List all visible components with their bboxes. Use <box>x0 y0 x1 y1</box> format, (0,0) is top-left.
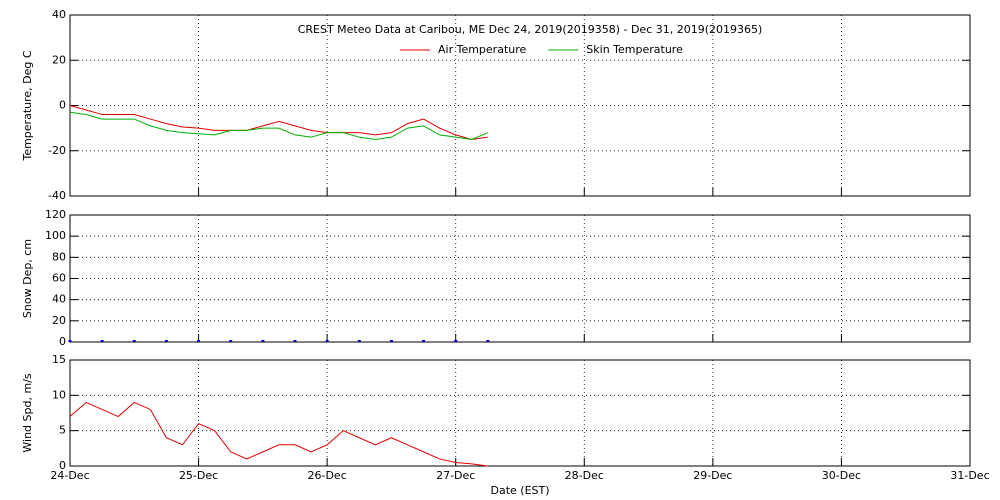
x-tick-label: 31-Dec <box>950 469 989 482</box>
data-point <box>261 340 265 342</box>
data-point <box>454 340 458 342</box>
data-point <box>197 340 201 342</box>
y-tick-label: 10 <box>52 388 66 401</box>
chart-title: CREST Meteo Data at Caribou, ME Dec 24, … <box>298 23 763 36</box>
x-tick-label: 30-Dec <box>822 469 861 482</box>
data-point <box>293 340 297 342</box>
y-tick-label: 120 <box>45 208 66 221</box>
x-tick-label: 25-Dec <box>179 469 218 482</box>
x-axis-label: Date (EST) <box>490 484 549 497</box>
data-line <box>69 105 488 140</box>
legend-label: Air Temperature <box>438 43 527 56</box>
y-tick-label: 40 <box>52 293 66 306</box>
y-tick-label: 100 <box>45 229 66 242</box>
data-point <box>389 340 393 342</box>
data-point <box>486 340 490 342</box>
y-axis-label: Snow Dep, cm <box>21 239 34 318</box>
data-point <box>229 340 233 342</box>
data-point <box>422 340 426 342</box>
y-tick-label: 0 <box>59 335 66 348</box>
y-tick-label: -40 <box>48 189 66 202</box>
legend-label: Skin Temperature <box>586 43 683 56</box>
data-point <box>325 340 329 342</box>
y-tick-label: 0 <box>59 459 66 472</box>
x-tick-label: 27-Dec <box>436 469 475 482</box>
y-axis-label: Temperature, Deg C <box>21 50 34 161</box>
y-tick-label: 40 <box>52 8 66 21</box>
y-tick-label: 5 <box>59 424 66 437</box>
data-point <box>132 340 136 342</box>
data-point <box>357 340 361 342</box>
data-point <box>68 340 72 342</box>
y-tick-label: -20 <box>48 144 66 157</box>
x-tick-label: 26-Dec <box>308 469 347 482</box>
y-tick-label: 80 <box>52 250 66 263</box>
data-point <box>100 340 104 342</box>
y-tick-label: 20 <box>52 53 66 66</box>
y-tick-label: 15 <box>52 353 66 366</box>
x-tick-label: 28-Dec <box>565 469 604 482</box>
y-tick-label: 0 <box>59 99 66 112</box>
data-point <box>164 340 168 342</box>
y-tick-label: 20 <box>52 314 66 327</box>
data-line <box>69 111 489 140</box>
y-tick-label: 60 <box>52 272 66 285</box>
plot-frame <box>69 359 971 467</box>
y-axis-label: Wind Spd, m/s <box>21 373 34 453</box>
x-tick-label: 24-Dec <box>50 469 89 482</box>
data-line <box>69 401 488 467</box>
x-tick-label: 29-Dec <box>693 469 732 482</box>
